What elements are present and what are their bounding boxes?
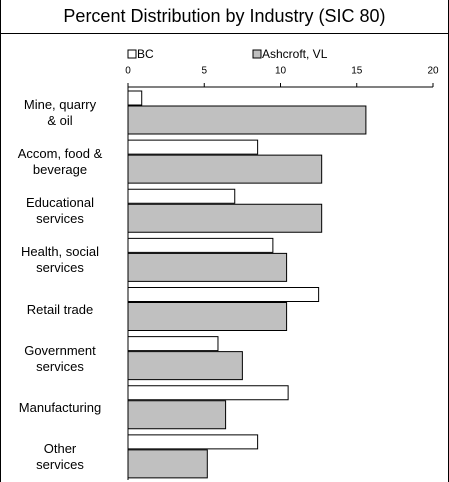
- bar: [127, 449, 208, 479]
- y-tick-label: Educational services: [26, 195, 94, 227]
- bar: [127, 154, 323, 184]
- legend-label: BC: [137, 47, 154, 61]
- bar: [127, 237, 274, 253]
- bar: [127, 385, 289, 401]
- y-tick-label: Health, social services: [20, 244, 100, 276]
- x-tick-label: 10: [275, 66, 287, 77]
- bar: [127, 434, 259, 450]
- y-tick-label: Accom, food & beverage: [17, 146, 103, 178]
- bar: [127, 400, 227, 430]
- legend-label: Ashcroft, VL: [262, 47, 328, 61]
- x-tick-label: 5: [201, 66, 207, 77]
- legend-swatch: [127, 49, 137, 59]
- bar: [127, 188, 236, 204]
- bar: [127, 302, 288, 331]
- bar: [127, 351, 243, 381]
- bar: [127, 287, 320, 302]
- y-tick-label: Other services: [36, 440, 84, 472]
- legend-swatch: [252, 49, 262, 59]
- y-tick-label: Mine, quarry & oil: [23, 97, 97, 128]
- bar: [127, 139, 259, 155]
- x-tick-label: 0: [125, 66, 131, 77]
- x-tick-label: 15: [351, 66, 363, 77]
- bar: [127, 90, 143, 106]
- x-tick-label: 20: [427, 66, 439, 77]
- y-tick-label: Manufacturing: [18, 399, 102, 415]
- bar: [127, 336, 219, 352]
- y-tick-label: Government services: [24, 342, 96, 374]
- bar: [127, 105, 367, 135]
- chart-title: Percent Distribution by Industry (SIC 80…: [63, 6, 386, 26]
- y-tick-label: Retail trade: [26, 301, 94, 317]
- bar: [127, 203, 323, 233]
- bar: [127, 252, 288, 282]
